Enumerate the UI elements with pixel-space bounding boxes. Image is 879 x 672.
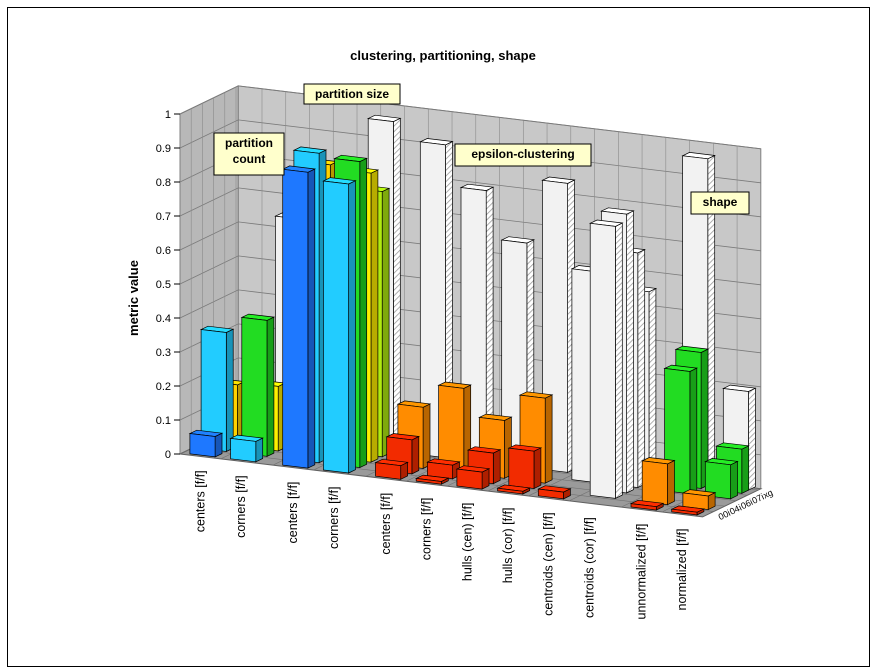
- x-tick-label: corners [f/f]: [327, 487, 341, 550]
- bar: [670, 505, 706, 516]
- bar: [496, 484, 531, 495]
- bar: [455, 465, 491, 490]
- x-tick-label: centroids (cen) [f/f]: [542, 512, 556, 616]
- x-tick-labels: centers [f/f] corners [f/f] centers [f/f] c…: [193, 470, 689, 619]
- y-tick-label: 0.6: [156, 245, 171, 257]
- bar: [199, 325, 235, 453]
- bar: [322, 177, 357, 474]
- x-tick-label: corners [f/f]: [234, 475, 248, 538]
- x-tick-label: hulls (cen) [f/f]: [460, 503, 474, 581]
- bar: [426, 458, 461, 480]
- y-tick-labels: 0 0.1 0.2 0.3 0.4 0.5 0.6 0.7 0.8 0.9 1: [156, 109, 180, 461]
- bar: [374, 458, 409, 480]
- gridline: [179, 187, 761, 252]
- chart-title: clustering, partitioning, shape: [350, 48, 536, 63]
- x-tick-label: unnormalized [f/f]: [635, 524, 649, 620]
- annotation-label: partition size: [303, 83, 401, 105]
- bar: [537, 485, 572, 500]
- x-tick-label: centers [f/f]: [193, 470, 207, 532]
- bar: [229, 434, 264, 463]
- bar: [281, 165, 317, 469]
- x-tick-label: normalized [f/f]: [675, 529, 689, 611]
- x-tick-label: hulls (cor) [f/f]: [501, 508, 515, 584]
- bar: [507, 444, 543, 490]
- bar-chart-3d: clustering, partitioning, shape metric v…: [126, 48, 775, 619]
- series-label: 06i: [739, 497, 754, 511]
- y-tick-label: 0.2: [156, 381, 171, 393]
- gridline: [179, 85, 761, 150]
- y-tick-label: 0.5: [156, 279, 171, 291]
- y-tick-label: 0.3: [156, 347, 171, 359]
- y-tick-label: 0.4: [156, 313, 171, 325]
- x-tick-label: corners [f/f]: [420, 498, 434, 561]
- bar: [419, 138, 454, 459]
- svg-text:epsilon-clustering: epsilon-clustering: [471, 147, 574, 161]
- bar: [640, 457, 676, 506]
- y-tick-label: 0.9: [156, 143, 171, 155]
- bar: [240, 313, 276, 457]
- floor-gridline: [191, 448, 714, 512]
- svg-text:shape: shape: [703, 195, 738, 209]
- annotations: partition size partition count epsilon-clus…: [213, 83, 750, 215]
- series-label: xg: [762, 487, 775, 500]
- series-label: 00i: [717, 508, 732, 522]
- chart-frame: clustering, partitioning, shape metric v…: [7, 7, 870, 667]
- svg-text:partition size: partition size: [315, 87, 389, 101]
- bars: [188, 114, 757, 516]
- series-label: 07i: [750, 492, 765, 506]
- annotation-label: epsilon-clustering: [454, 143, 592, 167]
- bar: [188, 429, 224, 458]
- y-axis-label: metric value: [126, 260, 141, 336]
- bar: [414, 474, 450, 485]
- y-tick-label: 0.1: [156, 415, 171, 427]
- x-tick-label: centroids (cor) [f/f]: [582, 517, 596, 618]
- y-tick-label: 0.8: [156, 177, 171, 189]
- bar: [629, 499, 665, 511]
- y-tick-label: 0.7: [156, 211, 171, 223]
- bar: [588, 219, 624, 499]
- annotation-label: partition count: [213, 132, 285, 176]
- series-label: 04i: [728, 502, 743, 516]
- x-tick-label: centers [f/f]: [379, 493, 393, 555]
- bar: [704, 458, 739, 500]
- y-tick-label: 1: [165, 109, 171, 121]
- svg-text:partition: partition: [225, 136, 273, 150]
- x-tick-label: centers [f/f]: [286, 482, 300, 544]
- gridline: [179, 221, 761, 286]
- y-tick-label: 0: [165, 449, 171, 461]
- annotation-label: shape: [690, 191, 750, 215]
- bar: [681, 489, 717, 511]
- svg-text:count: count: [233, 152, 266, 166]
